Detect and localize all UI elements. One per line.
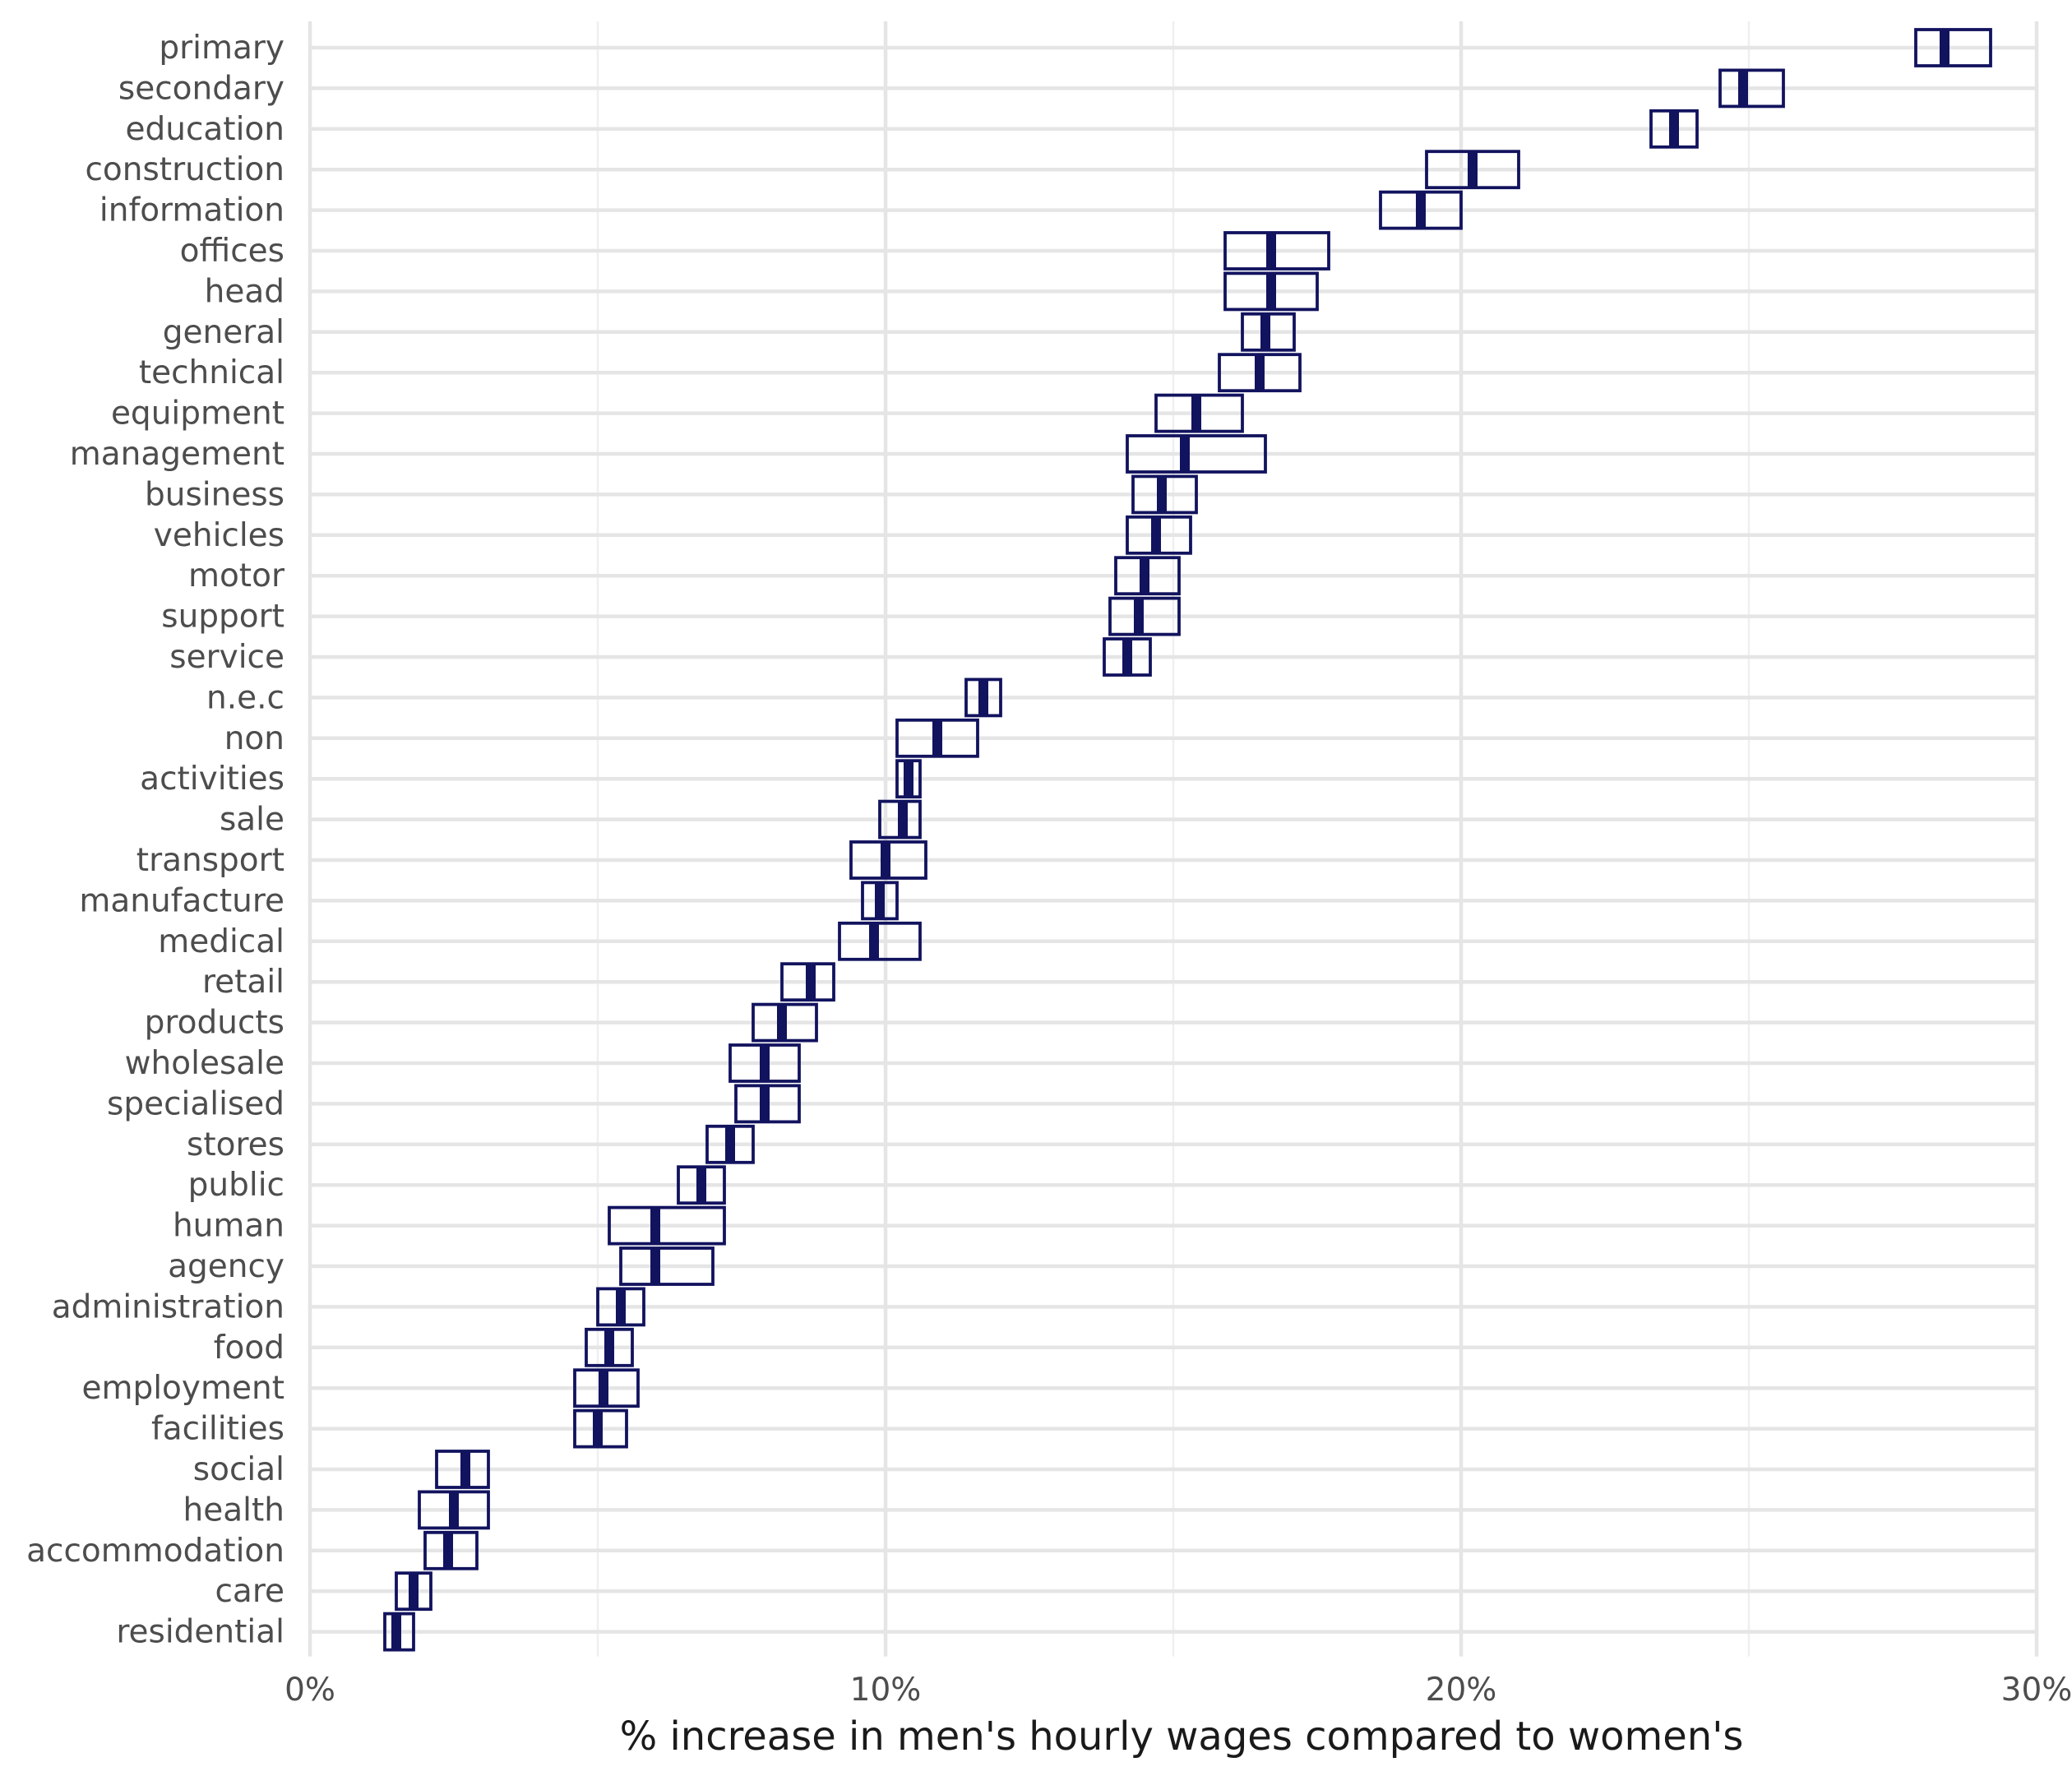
crossbar-box — [1223, 231, 1330, 271]
category-label: agency — [168, 1248, 284, 1285]
category-label: education — [125, 111, 284, 148]
category-label: transport — [136, 842, 284, 879]
crossbar-box — [1108, 596, 1181, 636]
category-label: sale — [220, 802, 284, 839]
category-label: n.e.c — [206, 679, 284, 716]
crossbar-box — [1718, 68, 1785, 109]
crossbar-box — [619, 1246, 715, 1286]
category-label: accommodation — [26, 1533, 284, 1570]
category-label: construction — [85, 151, 284, 188]
category-label: retail — [202, 964, 284, 1001]
crossbar-box — [608, 1205, 726, 1246]
category-label: employment — [81, 1370, 284, 1407]
category-label: activities — [140, 761, 284, 798]
x-tick-label: 20% — [1426, 1672, 1497, 1709]
category-label: care — [215, 1573, 284, 1610]
category-label: products — [145, 1005, 284, 1042]
category-label: public — [188, 1167, 284, 1204]
category-label: food — [214, 1330, 284, 1367]
category-label: non — [224, 720, 284, 757]
category-label: secondary — [118, 70, 284, 107]
crossbars — [383, 28, 1992, 1652]
category-label: equipment — [111, 395, 284, 432]
category-label: specialised — [107, 1085, 284, 1122]
category-label: residential — [116, 1614, 284, 1651]
category-label: manufacture — [79, 882, 284, 919]
crossbar-box — [1914, 28, 1992, 67]
category-label: social — [193, 1451, 284, 1488]
category-label: administration — [52, 1288, 284, 1325]
category-label: offices — [180, 233, 284, 270]
category-label: support — [161, 599, 284, 636]
x-tick-label: 30% — [2001, 1672, 2072, 1709]
category-label: management — [70, 436, 284, 473]
x-tick-label: 10% — [850, 1672, 922, 1709]
crossbar-box — [1126, 434, 1267, 474]
x-tick-label: 0% — [284, 1672, 335, 1709]
category-label: information — [99, 192, 284, 229]
crossbar-box — [838, 921, 922, 961]
x-axis-ticks: 0% 10% 20% 30% — [284, 1672, 2072, 1709]
category-label: vehicles — [154, 517, 284, 554]
x-axis-title: % increase in men's hourly wages compare… — [620, 1714, 1744, 1760]
category-label: wholesale — [125, 1045, 284, 1082]
gridlines — [308, 21, 2039, 1657]
category-label: technical — [139, 354, 284, 391]
category-label: human — [173, 1208, 284, 1245]
category-label: stores — [187, 1126, 284, 1163]
category-label: medical — [158, 923, 284, 960]
category-label: service — [169, 639, 284, 676]
category-label: head — [205, 273, 284, 310]
category-label: health — [183, 1492, 284, 1529]
category-label: general — [163, 314, 284, 351]
category-label: business — [145, 476, 284, 513]
category-label: motor — [188, 557, 285, 594]
category-label: primary — [159, 30, 284, 67]
category-label: facilities — [151, 1411, 284, 1448]
